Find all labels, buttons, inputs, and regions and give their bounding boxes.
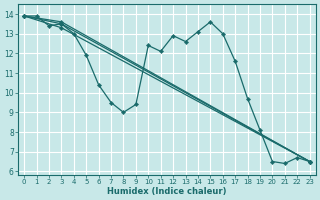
X-axis label: Humidex (Indice chaleur): Humidex (Indice chaleur) [107,187,227,196]
